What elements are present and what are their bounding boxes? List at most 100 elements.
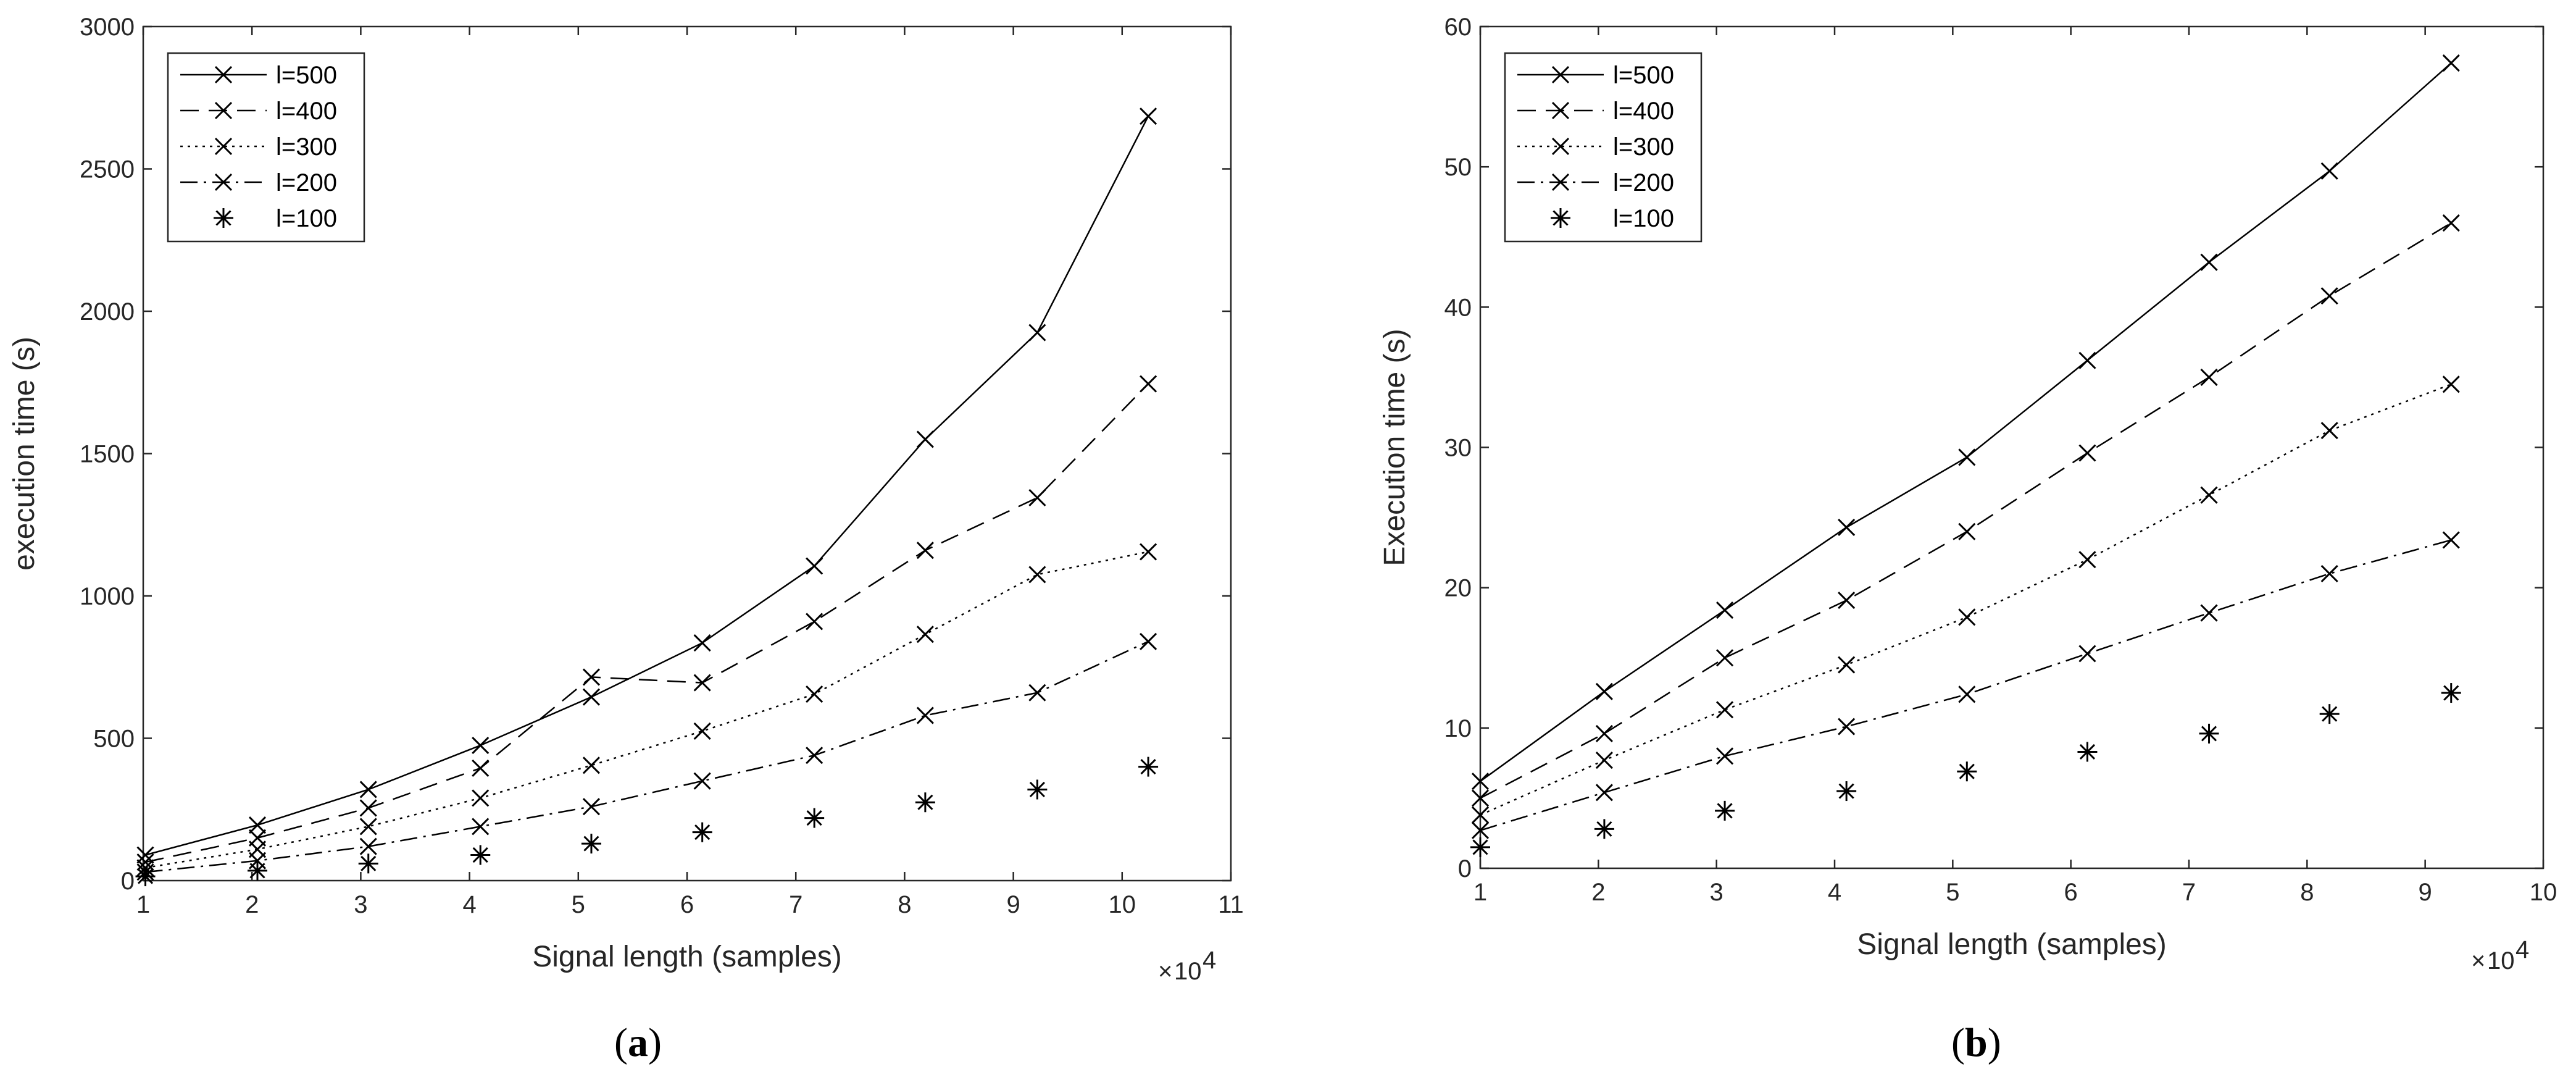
y-tick-label: 500 — [93, 726, 135, 753]
data-point-b — [916, 626, 934, 643]
data-point-b — [2442, 214, 2460, 232]
data-point-b — [2442, 375, 2460, 393]
series-line — [145, 383, 1149, 863]
data-point-b — [916, 706, 934, 724]
legend-label: l=500 — [1613, 62, 1674, 89]
data-point-d2 — [1596, 821, 1612, 837]
data-point-b — [582, 688, 601, 706]
data-point-b — [1140, 543, 1157, 561]
data-point-b — [582, 756, 601, 774]
data-point-b — [916, 430, 934, 448]
legend-marker-b — [1551, 65, 1570, 84]
y-tick-label: 50 — [1444, 154, 1472, 181]
data-point-d2 — [361, 855, 377, 871]
x-multiplier-base: 10 — [2487, 947, 2515, 974]
data-point-b — [136, 846, 154, 864]
series-l-100 — [135, 756, 1159, 887]
data-point-b — [2320, 287, 2338, 305]
legend-label: l=300 — [1613, 133, 1674, 161]
x-multiplier-times: × — [1158, 958, 1172, 985]
data-point-b — [806, 747, 823, 765]
x-tick-label: 10 — [1109, 891, 1136, 918]
legend-marker-b — [1551, 101, 1570, 120]
data-point-b — [1595, 752, 1613, 769]
data-point-d2 — [694, 824, 711, 840]
data-point-b — [693, 674, 711, 692]
data-point-d2 — [2443, 685, 2459, 701]
legend-box — [167, 52, 365, 243]
data-point-b — [1471, 806, 1490, 824]
data-point-d2 — [1029, 781, 1045, 798]
data-point-d2 — [917, 794, 933, 810]
data-point-b — [1958, 608, 1976, 626]
legend-marker-d2 — [215, 210, 231, 226]
data-point-b — [359, 781, 377, 798]
y-tick-label: 2500 — [80, 156, 135, 183]
series-l-500 — [136, 107, 1157, 864]
data-point-b — [1471, 789, 1490, 807]
data-point-b — [806, 557, 823, 575]
data-point-b — [2442, 54, 2460, 72]
x-tick-label: 2 — [1591, 879, 1605, 906]
x-multiplier-times: × — [2471, 947, 2485, 974]
data-point-b — [2442, 531, 2460, 549]
x-tick-label: 1 — [136, 891, 150, 918]
legend-label: l=400 — [1613, 98, 1674, 125]
panel-label-letter: a — [628, 1020, 648, 1065]
y-tick-label: 3000 — [80, 14, 135, 41]
x-multiplier-base: 10 — [1174, 958, 1202, 985]
data-point-b — [472, 789, 490, 807]
series-l-200 — [1471, 531, 2460, 839]
data-point-b — [1715, 747, 1734, 765]
chart-panel-a: 1 2 3 4 5 6 7 8 9 10 11 0 500 1000 1500 2000 2500 3000 Sig… — [8, 14, 1244, 1065]
x-tick-label: 7 — [789, 891, 802, 918]
data-point-d2 — [249, 863, 265, 879]
x-tick-label: 5 — [572, 891, 585, 918]
data-point-b — [582, 798, 601, 816]
data-point-d2 — [2079, 744, 2096, 760]
data-point-b — [582, 668, 601, 686]
y-tick-label: 2000 — [80, 298, 135, 325]
y-tick-label: 30 — [1444, 435, 1472, 462]
x-tick-label: 1 — [1473, 879, 1487, 906]
data-point-b — [1028, 488, 1046, 507]
y-tick-label: 60 — [1444, 14, 1472, 41]
y-tick-label: 0 — [1458, 855, 1472, 882]
data-point-b — [1595, 682, 1613, 700]
data-point-b — [1595, 784, 1613, 802]
x-tick-label: 6 — [680, 891, 694, 918]
series-l-400 — [136, 375, 1157, 871]
data-point-b — [1028, 566, 1046, 584]
x-tick-label: 2 — [245, 891, 259, 918]
data-point-b — [693, 634, 711, 652]
data-point-b — [472, 818, 490, 836]
x-tick-label: 10 — [2530, 879, 2557, 906]
y-tick-label: 0 — [121, 868, 135, 895]
series-l-500 — [1471, 54, 2460, 790]
data-point-b — [472, 759, 490, 777]
data-point-b — [359, 818, 377, 836]
data-point-d2 — [137, 868, 154, 884]
x-tick-label: 3 — [1710, 879, 1724, 906]
data-point-b — [806, 685, 823, 703]
chart-panel-b: 1 2 3 4 5 6 7 8 9 10 0 10 20 30 40 50 60 Signal length (s… — [1378, 14, 2557, 1065]
x-tick-label: 9 — [2419, 879, 2432, 906]
panel-label: (a) — [614, 1020, 662, 1065]
data-point-b — [359, 799, 377, 817]
x-multiplier-exponent: 4 — [1203, 947, 1216, 974]
x-tick-label: 4 — [1828, 879, 1841, 906]
series-line — [145, 640, 1149, 873]
legend-marker-b — [214, 173, 233, 191]
legend-label: l=400 — [276, 98, 337, 125]
data-point-d2 — [1140, 759, 1156, 775]
data-point-b — [1958, 522, 1976, 540]
data-point-b — [2078, 645, 2096, 663]
data-point-b — [916, 542, 934, 559]
series-l-400 — [1471, 214, 2460, 807]
legend-box — [1504, 52, 1703, 243]
series-l-100 — [1470, 683, 2461, 857]
y-tick-label: 1000 — [80, 583, 135, 610]
y-tick-label: 10 — [1444, 715, 1472, 742]
x-tick-label: 6 — [2064, 879, 2078, 906]
